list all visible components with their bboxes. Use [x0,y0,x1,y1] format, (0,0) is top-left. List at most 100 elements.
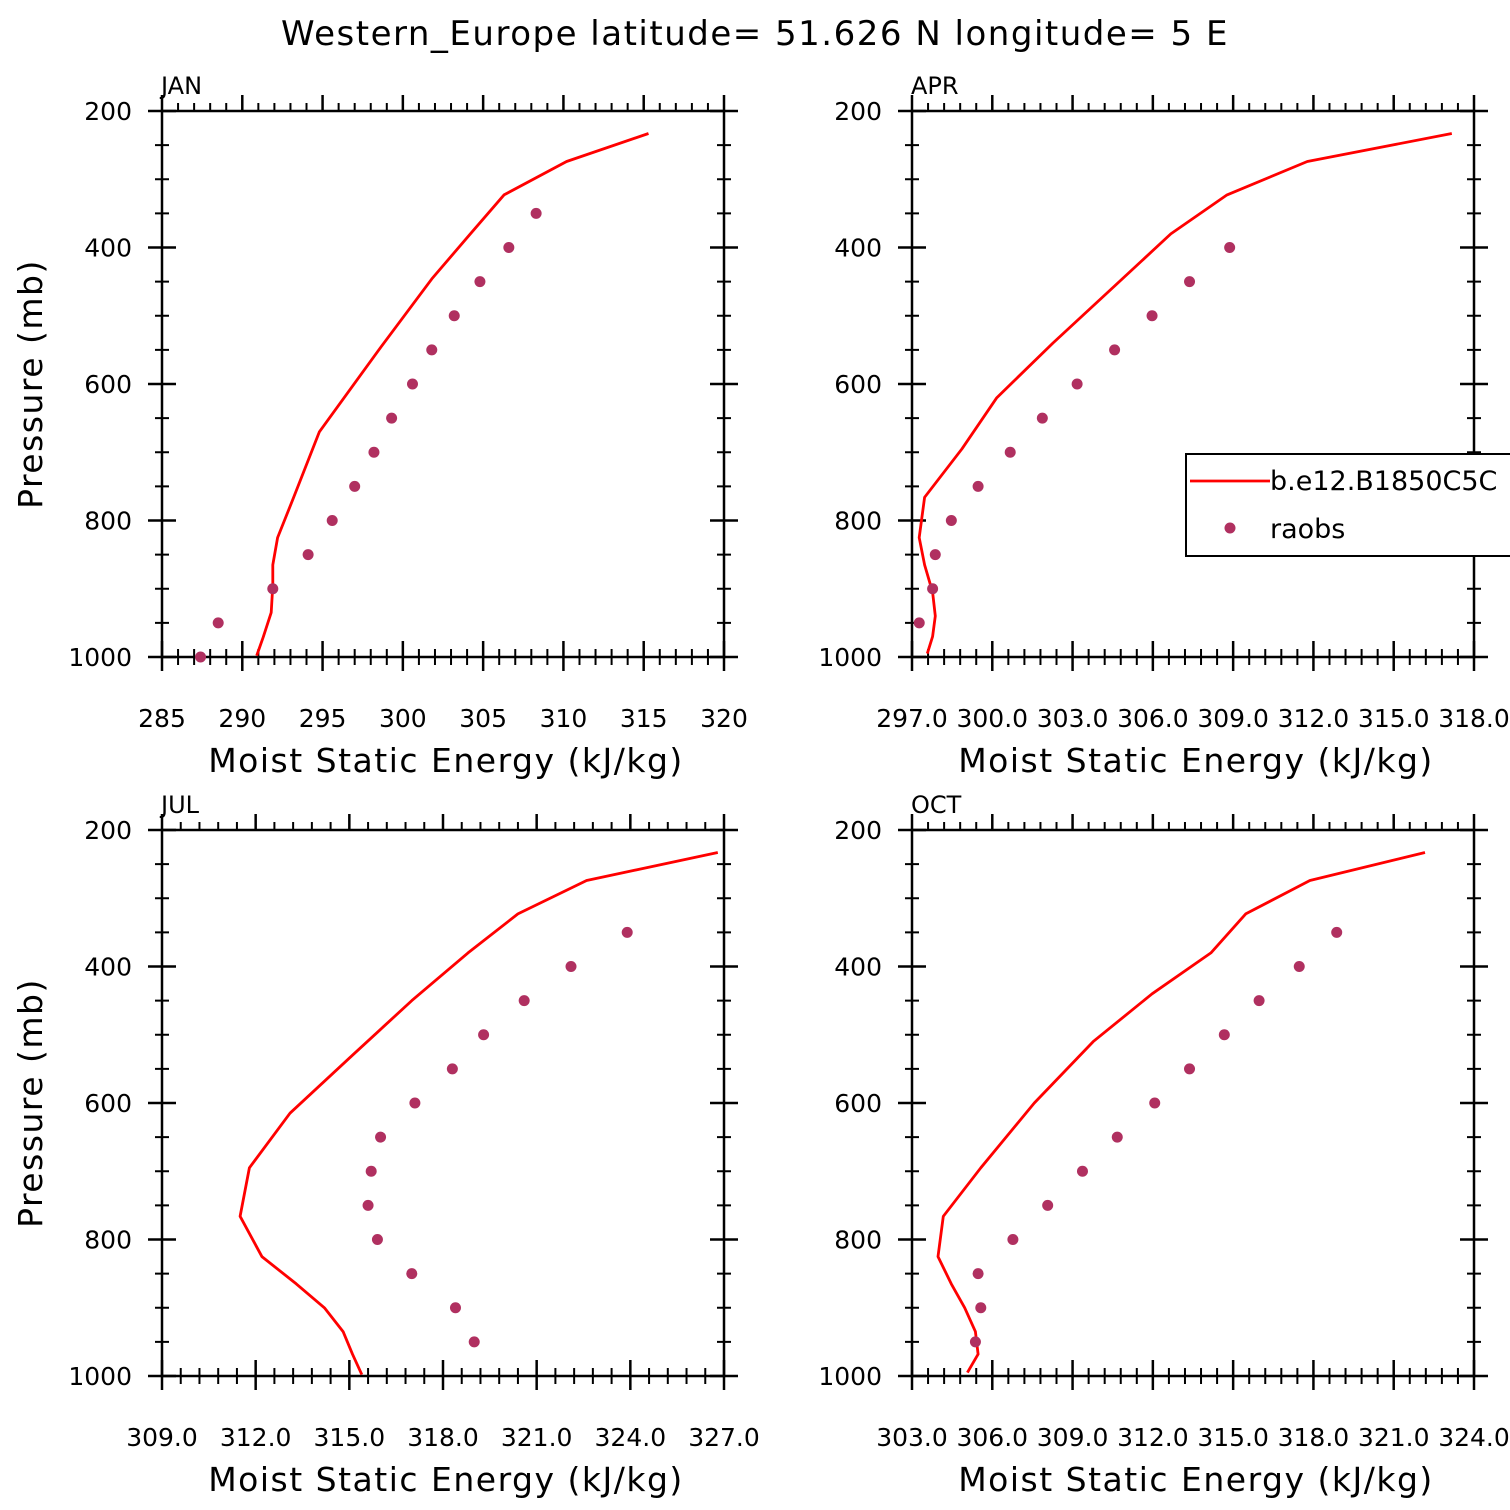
x-tick-label: 297.0 [876,704,948,733]
raobs-point [1036,412,1048,424]
series-line-model [917,132,1453,655]
raobs-point [365,1165,377,1177]
raobs-point [426,344,438,356]
legend-label-model: b.e12.B1850C5C [1270,466,1497,497]
y-tick-label: 800 [834,507,882,536]
x-tick-label: 306.0 [1117,704,1189,733]
raobs-point [621,926,633,938]
x-tick-label: 310 [540,704,588,733]
y-tick-label: 600 [834,370,882,399]
x-tick-label: 318.0 [407,1423,479,1452]
raobs-point [195,651,207,663]
x-tick-label: 285 [138,704,186,733]
y-tick-label: 800 [84,1226,132,1255]
raobs-point [449,1302,461,1314]
raobs-point [530,207,542,219]
x-tick-label: 309.0 [126,1423,198,1452]
x-tick-label: 305 [459,704,507,733]
raobs-point [368,446,380,458]
y-axis-title: Pressure (mb) [11,259,50,509]
y-tick-label: 200 [84,97,132,126]
y-tick-label: 1000 [818,1362,882,1391]
raobs-point [302,549,314,561]
raobs-point [1224,242,1236,253]
raobs-point [1071,378,1083,390]
y-tick-label: 400 [834,234,882,263]
y-tick-label: 1000 [68,1362,132,1391]
x-tick-label: 303.0 [876,1423,948,1452]
legend-box [1185,453,1510,557]
raobs-point [474,276,486,288]
panel-oct: OCT 303.0 306.0 309.0 312.0 315.0 318.0 321.0 32… [818,791,1509,1499]
raobs-point [478,1029,490,1041]
raobs-point [503,242,515,253]
raobs-point [1331,926,1343,938]
y-axis-title: Pressure (mb) [11,978,50,1228]
raobs-point [1149,1097,1161,1109]
chart-panels: JAN 285 290 295 300 305 310 315 320 Moist Static … [11,72,1510,1499]
x-tick-label: 315.0 [1358,704,1430,733]
y-tick-label: 1000 [818,643,882,672]
raobs-point [375,1131,387,1143]
y-tick-label: 800 [834,1226,882,1255]
legend: b.e12.B1850C5C raobs [1185,453,1510,557]
x-tick-label: 309.0 [1197,704,1269,733]
y-tick-label: 400 [834,953,882,982]
raobs-point [1218,1029,1230,1041]
raobs-point [1253,995,1265,1007]
raobs-point [945,515,957,526]
y-tick-label: 800 [84,507,132,536]
raobs-point [975,1302,987,1314]
raobs-point [386,412,398,424]
raobs-point [913,617,925,629]
panel-label: OCT [911,791,962,819]
y-tick-label: 400 [84,234,132,263]
raobs-point [448,310,460,322]
raobs-point [212,617,224,629]
x-tick-label: 318.0 [1438,704,1510,733]
x-tick-label: 327.0 [688,1423,760,1452]
raobs-point [1042,1199,1054,1211]
raobs-point [1007,1234,1019,1245]
x-tick-label: 309.0 [1037,1423,1109,1452]
x-tick-label: 312.0 [1117,1423,1189,1452]
x-tick-label: 300.0 [956,704,1028,733]
x-tick-label: 320 [700,704,748,733]
x-axis-title: Moist Static Energy (kJ/kg) [208,741,684,780]
x-tick-label: 303.0 [1037,704,1109,733]
x-tick-label: 306.0 [956,1423,1028,1452]
raobs-point [1293,961,1305,972]
x-tick-label: 300 [379,704,427,733]
raobs-point [1111,1131,1123,1143]
x-axis-title: Moist Static Energy (kJ/kg) [958,741,1434,780]
series-line-model [936,851,1426,1374]
raobs-point [565,961,577,972]
raobs-point [468,1336,480,1348]
panel-jul: JUL 309.0 312.0 315.0 318.0 321.0 324.0 327.0Mo… [11,791,760,1499]
x-tick-label: 324.0 [1438,1423,1510,1452]
panel-label: JAN [159,72,202,100]
x-axis-title: Moist Static Energy (kJ/kg) [208,1460,684,1499]
x-tick-label: 315 [620,704,668,733]
y-tick-label: 600 [84,1089,132,1118]
raobs-point [371,1234,383,1245]
chart-title: Western_Europe latitude= 51.626 N longit… [281,14,1229,54]
x-tick-label: 324.0 [595,1423,667,1452]
raobs-point [927,583,939,595]
y-tick-label: 200 [834,97,882,126]
raobs-point [518,995,530,1007]
raobs-point [406,1268,418,1280]
plot-frame [910,109,1476,659]
legend-label-raobs: raobs [1270,514,1345,545]
x-tick-label: 312.0 [220,1423,292,1452]
raobs-point [1146,310,1158,322]
y-tick-label: 200 [834,816,882,845]
panel-label: APR [911,72,959,100]
raobs-point [349,480,361,492]
raobs-point [446,1063,458,1075]
panel-label: JUL [159,791,200,819]
x-tick-label: 315.0 [1197,1423,1269,1452]
raobs-point [326,515,338,526]
x-tick-label: 295 [299,704,347,733]
